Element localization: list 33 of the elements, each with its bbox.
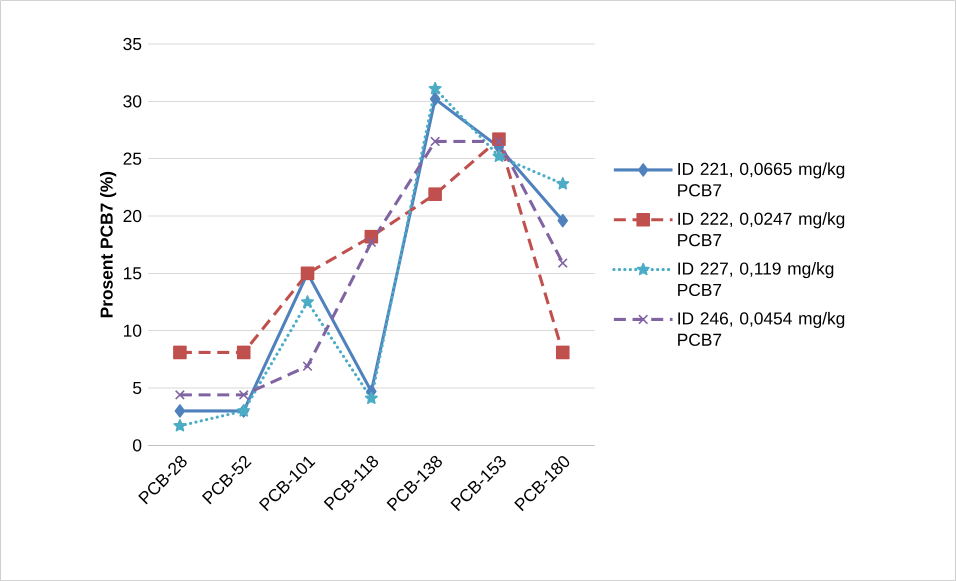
point xyxy=(364,391,378,404)
y-tick-label: 25 xyxy=(124,152,142,165)
point xyxy=(430,136,440,146)
y-tick-label: 35 xyxy=(123,38,142,50)
point xyxy=(558,258,568,268)
y-tick-label: 30 xyxy=(123,95,142,108)
y-axis-title: Prosent PCB7 (%) xyxy=(100,172,116,318)
point xyxy=(430,92,440,106)
y-tick-label: 15 xyxy=(124,267,142,280)
legend-label: ID 227, 0,119 mg/kg PCB7 xyxy=(678,262,834,296)
legend-label: ID 221, 0,0665 mg/kg PCB7 xyxy=(678,162,844,196)
legend-label: ID 246, 0,0454 mg/kg PCB7 xyxy=(678,312,844,346)
point xyxy=(174,390,185,400)
y-tick-label: 20 xyxy=(124,210,142,222)
point xyxy=(428,82,442,94)
y-tick-label: 0 xyxy=(132,439,142,452)
legend-label: ID 222, 0,0247 mg/kg PCB7 xyxy=(678,212,844,246)
point xyxy=(302,361,313,372)
point xyxy=(492,149,506,162)
y-tick-label: 10 xyxy=(124,324,142,337)
point xyxy=(174,404,186,418)
point xyxy=(557,214,568,228)
point xyxy=(238,390,249,400)
point xyxy=(556,176,570,190)
point xyxy=(173,418,186,432)
point xyxy=(428,187,442,201)
point xyxy=(556,345,570,360)
point xyxy=(366,237,376,248)
point xyxy=(494,136,504,146)
point xyxy=(301,295,314,308)
point xyxy=(236,345,251,360)
y-tick-label: 5 xyxy=(133,382,142,394)
point xyxy=(173,345,187,360)
